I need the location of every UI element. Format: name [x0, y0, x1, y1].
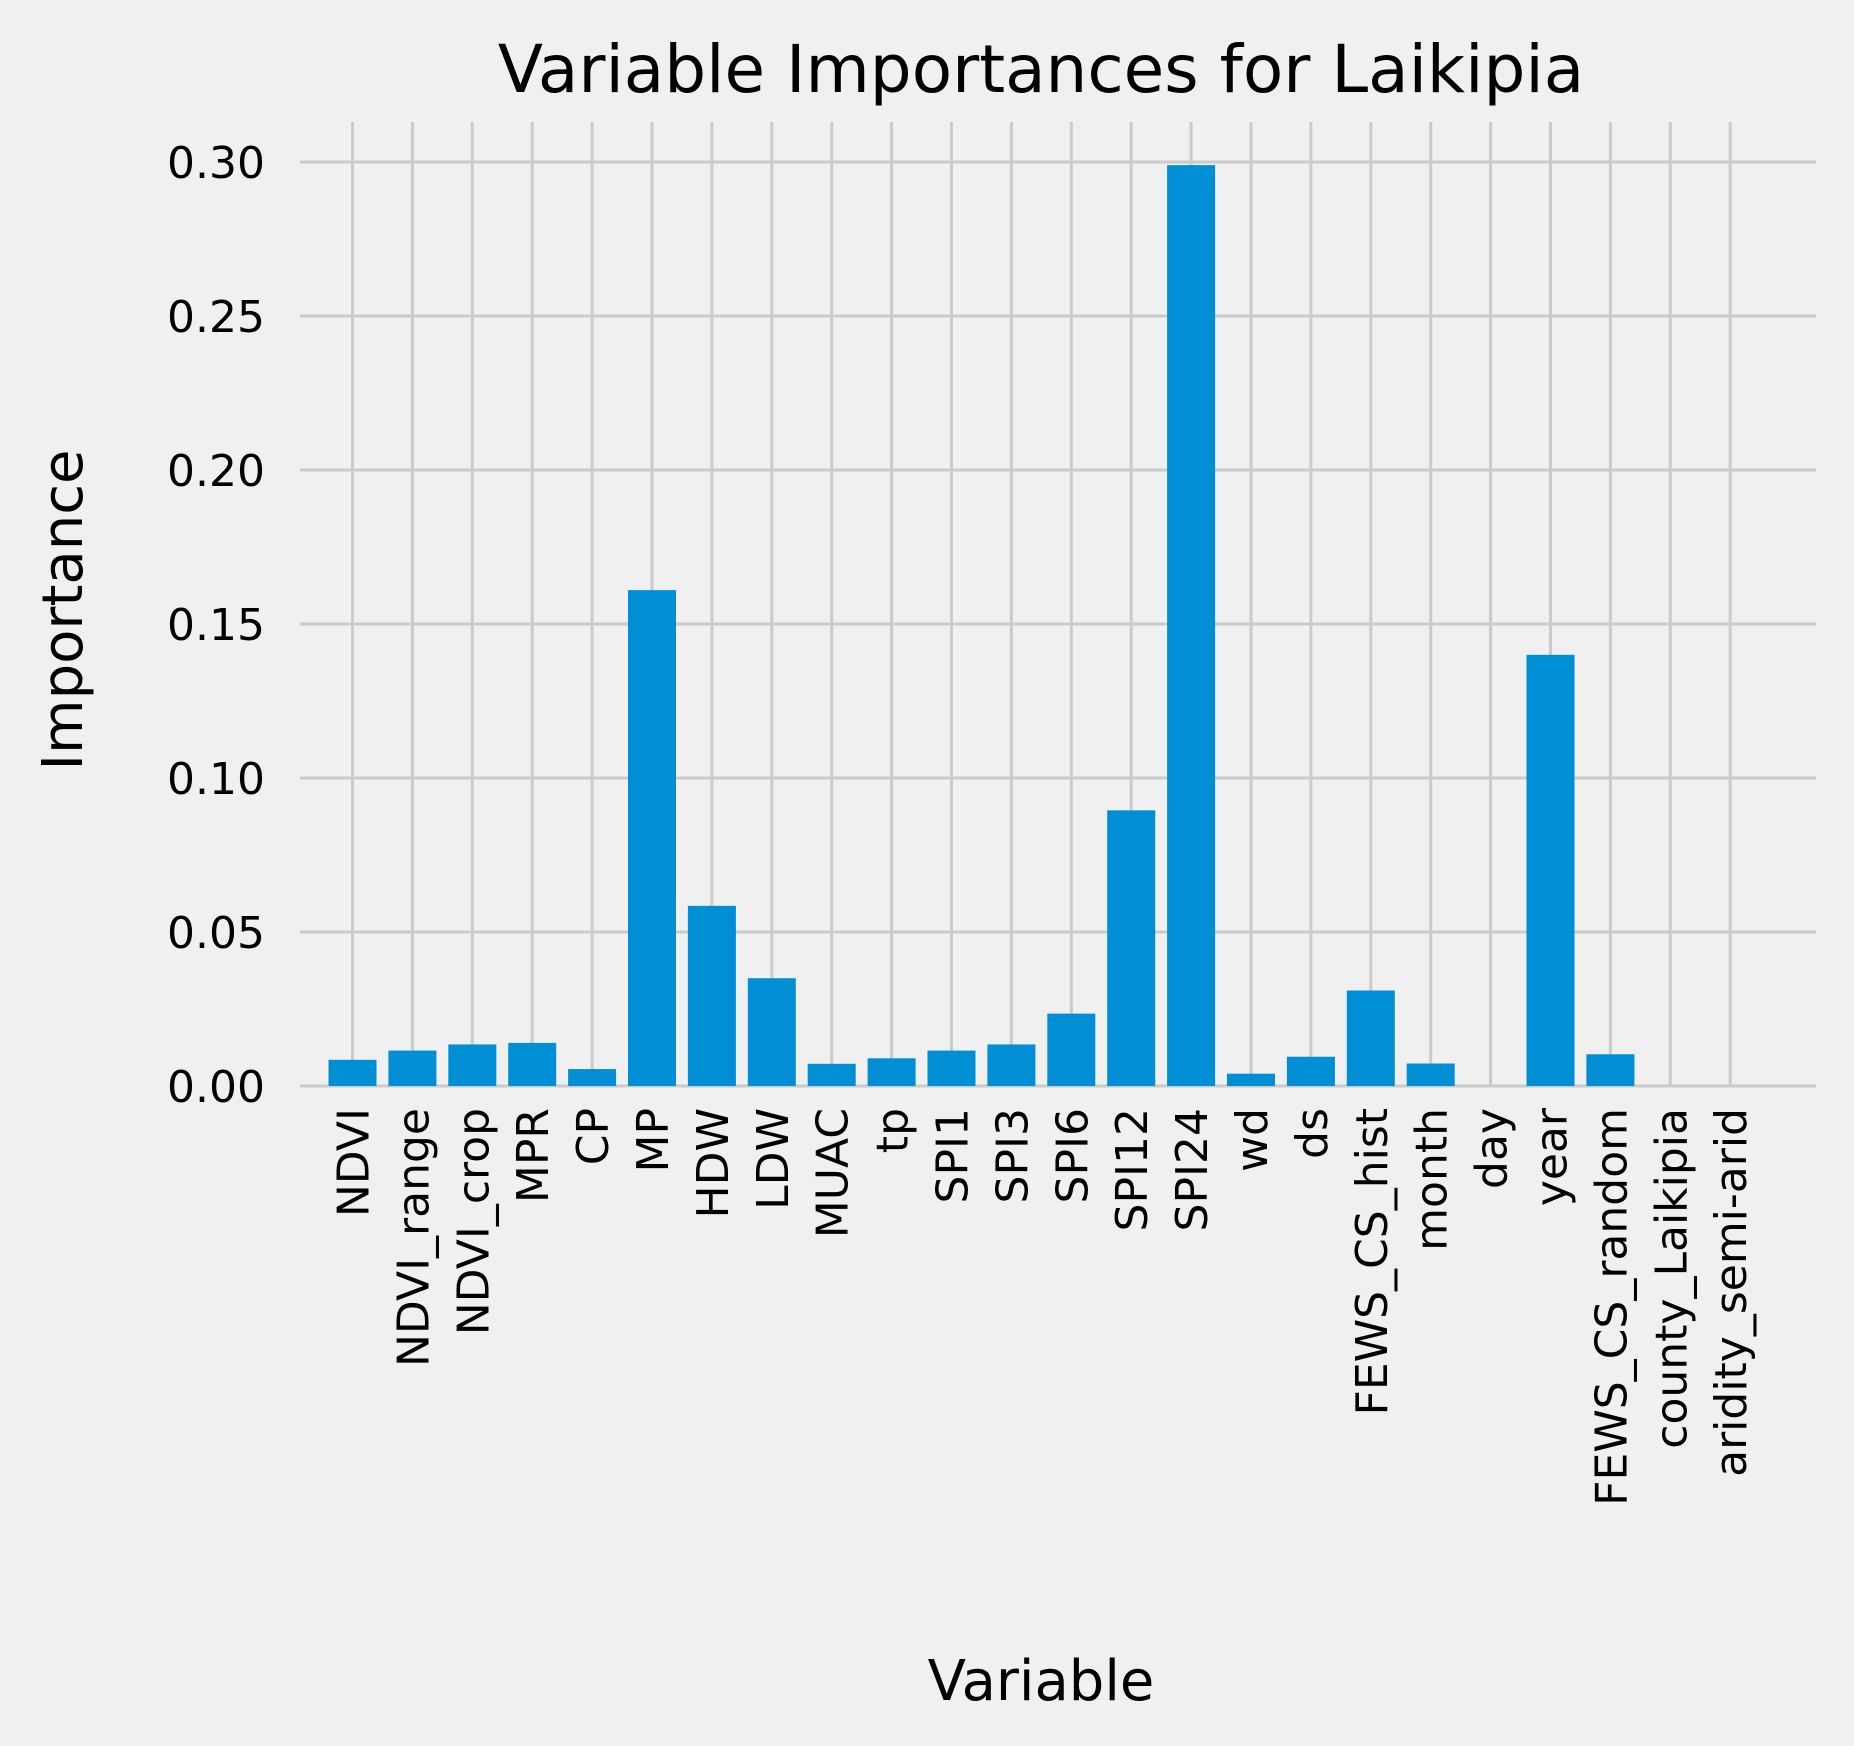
bar-mp — [628, 590, 676, 1086]
y-tick-label: 0.00 — [167, 1062, 265, 1113]
x-tick-label: day — [1467, 1108, 1518, 1189]
y-tick-label: 0.25 — [167, 292, 265, 343]
bar-month — [1406, 1063, 1455, 1086]
x-tick-label: FEWS_CS_hist — [1347, 1108, 1398, 1415]
bar-year — [1526, 654, 1575, 1086]
y-tick-label: 0.15 — [167, 600, 265, 651]
y-axis-label: Importance — [31, 450, 96, 771]
x-tick-label: NDVI_crop — [448, 1108, 499, 1335]
x-tick-label: NDVI_range — [388, 1108, 439, 1367]
x-tick-label: MPR — [508, 1108, 559, 1203]
bar-fews-cs-hist — [1346, 990, 1395, 1086]
bars — [328, 165, 1635, 1086]
x-tick-label: tp — [868, 1108, 919, 1153]
y-axis-ticks: 0.00 0.05 0.10 0.15 0.20 0.25 0.30 — [167, 138, 265, 1113]
bar-spi3 — [987, 1044, 1036, 1086]
x-tick-label: SPI24 — [1167, 1108, 1218, 1231]
bar-ds — [1286, 1056, 1335, 1086]
bar-hdw — [687, 905, 736, 1086]
bar-wd — [1227, 1073, 1275, 1086]
x-axis-ticks: NDVI NDVI_range NDVI_crop MPR CP MP HDW LDW MUAC… — [329, 1107, 1758, 1506]
y-tick-label: 0.10 — [167, 754, 265, 805]
x-tick-label: month — [1407, 1108, 1458, 1251]
bar-muac — [807, 1063, 856, 1086]
grid — [300, 122, 1816, 1088]
bar-fews-cs-random — [1586, 1054, 1635, 1086]
bar-mpr — [508, 1042, 557, 1086]
x-tick-label: year — [1527, 1107, 1578, 1206]
bar-spi24 — [1167, 165, 1216, 1086]
x-tick-label: county_Laikipia — [1646, 1108, 1697, 1449]
bar-spi1 — [927, 1050, 976, 1086]
x-tick-label: NDVI — [329, 1108, 380, 1217]
bar-tp — [867, 1058, 916, 1086]
bar-ndvi-crop — [448, 1044, 497, 1086]
x-tick-label: SPI3 — [987, 1108, 1038, 1203]
x-axis-label: Variable — [928, 1649, 1155, 1714]
bar-spi12 — [1107, 810, 1156, 1086]
x-tick-label: SPI1 — [928, 1108, 979, 1203]
x-tick-label: MUAC — [808, 1108, 859, 1238]
x-tick-label: MP — [628, 1108, 679, 1173]
bar-spi6 — [1047, 1013, 1096, 1086]
x-tick-label: FEWS_CS_random — [1586, 1108, 1637, 1506]
x-tick-label: CP — [568, 1108, 619, 1165]
bar-cp — [568, 1069, 617, 1086]
bar-ldw — [747, 978, 796, 1086]
y-tick-label: 0.30 — [167, 138, 265, 189]
chart-title: Variable Importances for Laikipia — [498, 31, 1584, 108]
y-tick-label: 0.20 — [167, 446, 265, 497]
x-tick-label: SPI6 — [1047, 1108, 1098, 1203]
y-tick-label: 0.05 — [167, 908, 265, 959]
bar-ndvi — [328, 1059, 377, 1086]
x-tick-label: SPI12 — [1107, 1108, 1158, 1231]
bar-ndvi-range — [388, 1050, 437, 1086]
x-tick-label: HDW — [688, 1108, 739, 1218]
x-tick-label: LDW — [748, 1108, 799, 1210]
x-tick-label: aridity_semi-arid — [1706, 1108, 1757, 1477]
x-tick-label: wd — [1227, 1108, 1278, 1172]
x-tick-label: ds — [1287, 1108, 1338, 1159]
